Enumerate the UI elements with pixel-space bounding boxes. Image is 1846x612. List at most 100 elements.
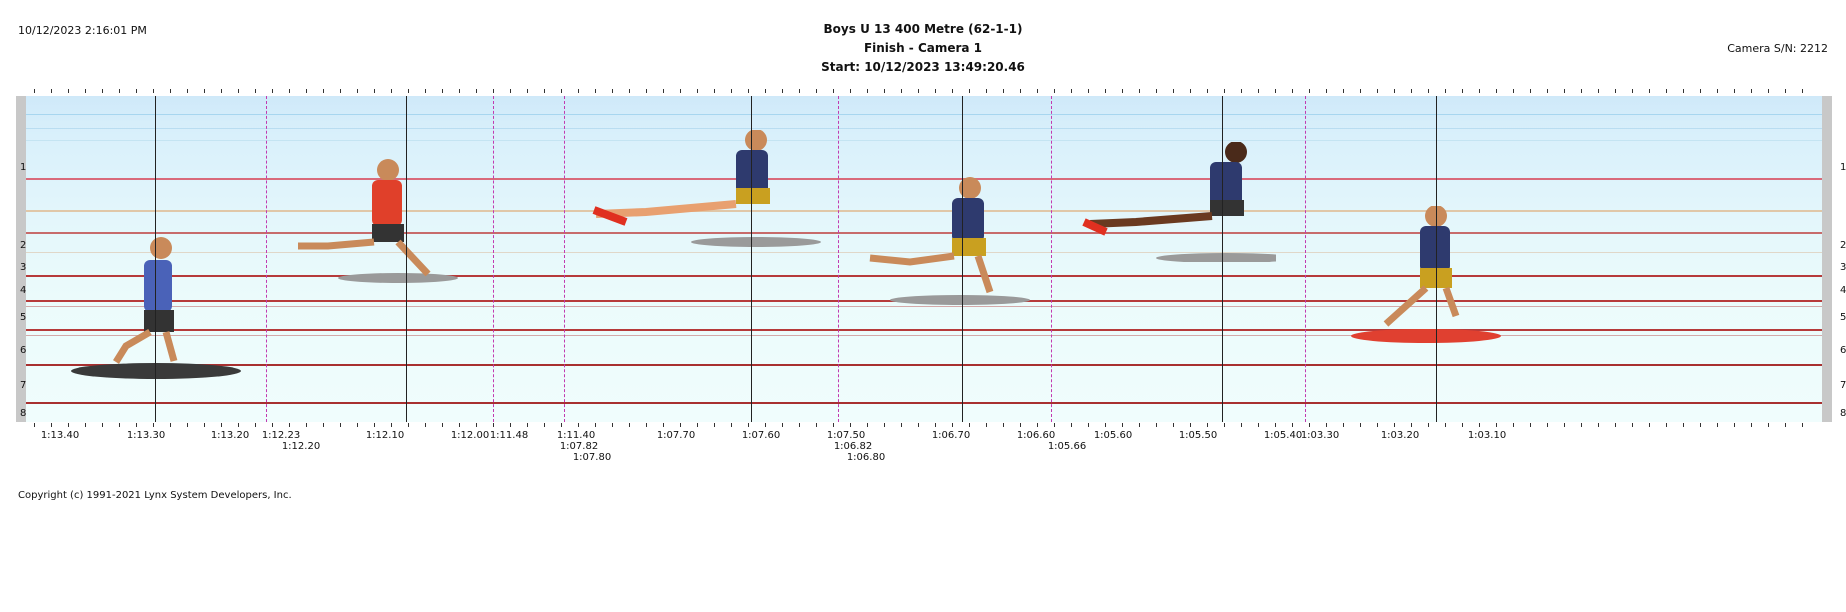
ruler-tick <box>51 423 52 427</box>
time-label: 1:07.80 <box>572 452 612 463</box>
ruler-tick <box>986 89 987 93</box>
lane-label-left: 1 <box>20 162 27 173</box>
lane-label-left: 7 <box>20 380 27 391</box>
time-label: 1:12.20 <box>281 441 321 452</box>
ruler-tick <box>1717 89 1718 93</box>
lane-label-left: 3 <box>20 262 27 273</box>
ruler-tick <box>238 89 239 93</box>
ruler-tick <box>1751 423 1752 427</box>
time-marker-dashed <box>1051 96 1052 422</box>
ruler-tick <box>1547 89 1548 93</box>
ruler-tick <box>714 423 715 427</box>
lane-line <box>26 306 1822 307</box>
ruler-tick <box>68 423 69 427</box>
lane-label-right: 3 <box>1840 262 1846 273</box>
ruler-tick <box>510 89 511 93</box>
time-label: 1:11.40 <box>556 430 596 441</box>
ruler-tick <box>595 89 596 93</box>
ruler-tick <box>1428 423 1429 427</box>
ruler-tick <box>119 423 120 427</box>
time-label: 1:05.66 <box>1047 441 1087 452</box>
ruler-tick <box>1020 89 1021 93</box>
time-label: 1:05.60 <box>1093 430 1133 441</box>
ruler-tick <box>153 423 154 427</box>
lane-label-right: 6 <box>1840 345 1846 356</box>
ruler-tick <box>1275 423 1276 427</box>
ruler-tick <box>1173 89 1174 93</box>
ruler-tick <box>680 89 681 93</box>
ruler-tick <box>663 423 664 427</box>
ruler-tick <box>629 89 630 93</box>
ruler-tick <box>680 423 681 427</box>
ruler-tick <box>1054 89 1055 93</box>
ruler-tick <box>442 89 443 93</box>
ruler-tick <box>1462 423 1463 427</box>
time-marker-dashed <box>564 96 565 422</box>
ruler-tick <box>561 423 562 427</box>
ruler-tick <box>731 423 732 427</box>
ruler-tick <box>1037 423 1038 427</box>
print-timestamp: 10/12/2023 2:16:01 PM <box>18 24 147 37</box>
athlete-figure <box>592 130 821 247</box>
ruler-tick <box>1088 423 1089 427</box>
ruler-tick <box>1632 89 1633 93</box>
ruler-tick <box>1105 89 1106 93</box>
ruler-tick <box>1156 89 1157 93</box>
race-title: Boys U 13 400 Metre (62-1-1) <box>823 22 1023 36</box>
time-label: 1:13.30 <box>126 430 166 441</box>
ruler-tick <box>1445 423 1446 427</box>
ruler-tick <box>935 423 936 427</box>
ruler-tick <box>816 423 817 427</box>
ruler-tick <box>850 89 851 93</box>
ruler-tick <box>357 89 358 93</box>
ruler-tick <box>1768 423 1769 427</box>
ruler-tick <box>850 423 851 427</box>
ruler-tick <box>1207 423 1208 427</box>
ruler-tick <box>1173 423 1174 427</box>
ruler-tick <box>1292 89 1293 93</box>
time-label: 1:05.40 <box>1263 430 1303 441</box>
ruler-tick <box>578 89 579 93</box>
ruler-tick <box>1615 89 1616 93</box>
ruler-tick <box>1190 89 1191 93</box>
ruler-tick <box>612 89 613 93</box>
lane-label-left: 4 <box>20 285 27 296</box>
ruler-tick <box>1700 89 1701 93</box>
camera-subtitle: Finish - Camera 1 <box>863 41 983 55</box>
lane-line <box>26 364 1822 366</box>
ruler-tick <box>1734 89 1735 93</box>
ruler-tick <box>476 89 477 93</box>
ruler-tick <box>1394 423 1395 427</box>
ruler-tick <box>1258 89 1259 93</box>
ruler-tick <box>1020 423 1021 427</box>
ruler-tick <box>459 89 460 93</box>
time-marker-solid <box>751 96 752 422</box>
ruler-tick <box>1224 89 1225 93</box>
time-label: 1:06.80 <box>846 452 886 463</box>
ruler-tick <box>340 89 341 93</box>
lane-line <box>26 210 1822 212</box>
ruler-tick <box>34 423 35 427</box>
photo-finish-image[interactable] <box>26 96 1822 422</box>
ruler-tick <box>357 423 358 427</box>
time-label: 1:11.48 <box>489 430 529 441</box>
ruler-tick <box>1598 423 1599 427</box>
lane-label-left: 2 <box>20 240 27 251</box>
lane-label-right: 2 <box>1840 240 1846 251</box>
ruler-tick <box>255 89 256 93</box>
ruler-tick <box>748 89 749 93</box>
ruler-tick <box>1241 89 1242 93</box>
ruler-tick <box>1547 423 1548 427</box>
ruler-tick <box>1785 89 1786 93</box>
ruler-tick <box>1071 89 1072 93</box>
ruler-tick <box>1530 423 1531 427</box>
ruler-tick <box>323 89 324 93</box>
ruler-tick <box>187 89 188 93</box>
lane-label-right: 8 <box>1840 408 1846 419</box>
lane-label-left: 5 <box>20 312 27 323</box>
ruler-tick <box>1683 89 1684 93</box>
ruler-tick <box>1649 89 1650 93</box>
ruler-tick <box>1768 89 1769 93</box>
ruler-tick <box>595 423 596 427</box>
ruler-tick <box>170 89 171 93</box>
